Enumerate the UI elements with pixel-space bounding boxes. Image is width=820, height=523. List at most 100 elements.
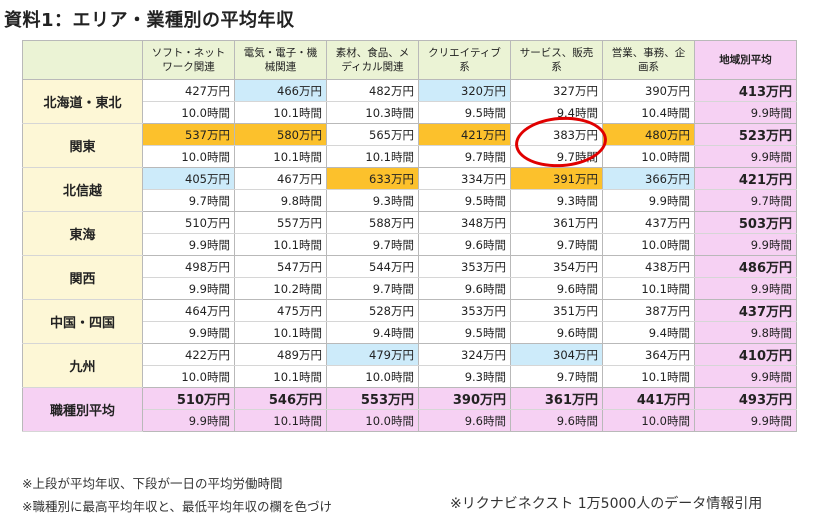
salary-cell: 480万円 (602, 123, 695, 146)
area-label: 北海道・東北 (22, 79, 143, 124)
salary-cell: 498万円 (142, 255, 235, 278)
note-row-meaning: ※上段が平均年収、下段が一日の平均労働時間 (22, 476, 283, 491)
salary-cell: 537万円 (142, 123, 235, 146)
corner-cell (22, 40, 143, 80)
hours-cell: 10.0時間 (142, 365, 235, 388)
page-title: 資料1：エリア・業種別の平均年収 (4, 10, 295, 31)
area-salary-average: 503万円 (694, 211, 797, 234)
salary-cell: 510万円 (142, 211, 235, 234)
salary-row: 関西 498万円 547万円 544万円 353万円 354万円 438万円 486万円 (22, 255, 797, 300)
salary-cell: 466万円 (234, 79, 327, 102)
hours-row: 9.9時間 10.1時間 9.7時間 9.6時間 9.7時間 10.0時間 9.9時間 (23, 233, 797, 256)
salary-cell: 528万円 (326, 299, 419, 322)
area-hours-average: 9.9時間 (694, 365, 797, 388)
industry-salary-average: 361万円 (510, 387, 603, 410)
salary-cell: 422万円 (142, 343, 235, 366)
hours-cell: 9.9時間 (602, 189, 695, 212)
area-label: 関東 (22, 123, 143, 168)
salary-cell: 324万円 (418, 343, 511, 366)
area-salary-average: 437万円 (694, 299, 797, 322)
industry-salary-average: 390万円 (418, 387, 511, 410)
industry-hours-average: 9.6時間 (510, 409, 603, 432)
salary-cell: 588万円 (326, 211, 419, 234)
industry-salary-average: 553万円 (326, 387, 419, 410)
header-industry: 素材、食品、メディカル関連 (326, 40, 419, 80)
salary-cell: 364万円 (602, 343, 695, 366)
hours-cell: 10.1時間 (234, 101, 327, 124)
salary-cell: 361万円 (510, 211, 603, 234)
hours-cell: 10.0時間 (602, 233, 695, 256)
salary-cell: 383万円 (510, 123, 603, 146)
hours-row: 9.7時間 9.8時間 9.3時間 9.5時間 9.3時間 9.9時間 9.7時間 (23, 189, 797, 212)
salary-cell: 421万円 (418, 123, 511, 146)
salary-cell: 467万円 (234, 167, 327, 190)
salary-row: 北海道・東北 427万円 466万円 482万円 320万円 327万円 390万円 413万… (22, 79, 797, 124)
salary-cell: 327万円 (510, 79, 603, 102)
salary-cell: 351万円 (510, 299, 603, 322)
hours-row: 10.0時間 10.1時間 10.0時間 9.3時間 9.7時間 10.1時間 9.9時間 (23, 365, 797, 388)
industry-salary-average: 546万円 (234, 387, 327, 410)
area-salary-average: 486万円 (694, 255, 797, 278)
industry-salary-average: 441万円 (602, 387, 695, 410)
totals-hours-row: 9.9時間 10.1時間 10.0時間 9.6時間 9.6時間 10.0時間 9.9時間 (23, 409, 797, 432)
overall-hours-average: 9.9時間 (694, 409, 797, 432)
industry-salary-average: 510万円 (142, 387, 235, 410)
header-area-average: 地域別平均 (694, 40, 797, 80)
area-hours-average: 9.7時間 (694, 189, 797, 212)
overall-salary-average: 493万円 (694, 387, 797, 410)
hours-cell: 9.4時間 (602, 321, 695, 344)
salary-cell: 438万円 (602, 255, 695, 278)
header-industry: サービス、販売系 (510, 40, 603, 80)
salary-cell: 405万円 (142, 167, 235, 190)
header-industry: クリエイティブ系 (418, 40, 511, 80)
hours-cell: 9.3時間 (418, 365, 511, 388)
salary-row: 東海 510万円 557万円 588万円 348万円 361万円 437万円 503万円 (22, 211, 797, 256)
salary-cell: 580万円 (234, 123, 327, 146)
hours-cell: 10.1時間 (602, 365, 695, 388)
hours-cell: 10.0時間 (602, 145, 695, 168)
hours-cell: 9.7時間 (510, 233, 603, 256)
hours-cell: 10.0時間 (142, 101, 235, 124)
salary-cell: 437万円 (602, 211, 695, 234)
industry-hours-average: 10.0時間 (326, 409, 419, 432)
industry-hours-average: 10.1時間 (234, 409, 327, 432)
salary-cell: 354万円 (510, 255, 603, 278)
industry-hours-average: 9.6時間 (418, 409, 511, 432)
hours-cell: 9.9時間 (142, 277, 235, 300)
salary-cell: 489万円 (234, 343, 327, 366)
salary-cell: 320万円 (418, 79, 511, 102)
hours-cell: 9.7時間 (326, 233, 419, 256)
hours-cell: 10.4時間 (602, 101, 695, 124)
area-label: 九州 (22, 343, 143, 388)
header-industry: ソフト・ネットワーク関連 (142, 40, 235, 80)
salary-cell: 390万円 (602, 79, 695, 102)
hours-cell: 10.1時間 (602, 277, 695, 300)
salary-cell: 479万円 (326, 343, 419, 366)
industry-hours-average: 9.9時間 (142, 409, 235, 432)
hours-cell: 9.3時間 (510, 189, 603, 212)
salary-cell: 464万円 (142, 299, 235, 322)
hours-cell: 9.6時間 (418, 277, 511, 300)
hours-cell: 10.1時間 (234, 365, 327, 388)
hours-cell: 10.0時間 (142, 145, 235, 168)
salary-cell: 482万円 (326, 79, 419, 102)
hours-cell: 9.7時間 (326, 277, 419, 300)
hours-cell: 9.9時間 (142, 233, 235, 256)
area-hours-average: 9.8時間 (694, 321, 797, 344)
salary-cell: 353万円 (418, 299, 511, 322)
header-industry: 営業、事務、企画系 (602, 40, 695, 80)
salary-row: 北信越 405万円 467万円 633万円 334万円 391万円 366万円 421万円 (22, 167, 797, 212)
hours-cell: 10.0時間 (326, 365, 419, 388)
area-salary-average: 421万円 (694, 167, 797, 190)
salary-cell: 304万円 (510, 343, 603, 366)
hours-cell: 9.8時間 (234, 189, 327, 212)
salary-cell: 633万円 (326, 167, 419, 190)
salary-cell: 366万円 (602, 167, 695, 190)
hours-cell: 9.7時間 (142, 189, 235, 212)
area-salary-average: 523万円 (694, 123, 797, 146)
hours-row: 10.0時間 10.1時間 10.3時間 9.5時間 9.4時間 10.4時間 9.9時間 (23, 101, 797, 124)
area-label: 北信越 (22, 167, 143, 212)
header-industry: 電気・電子・機械関連 (234, 40, 327, 80)
salary-cell: 348万円 (418, 211, 511, 234)
hours-cell: 10.1時間 (234, 321, 327, 344)
